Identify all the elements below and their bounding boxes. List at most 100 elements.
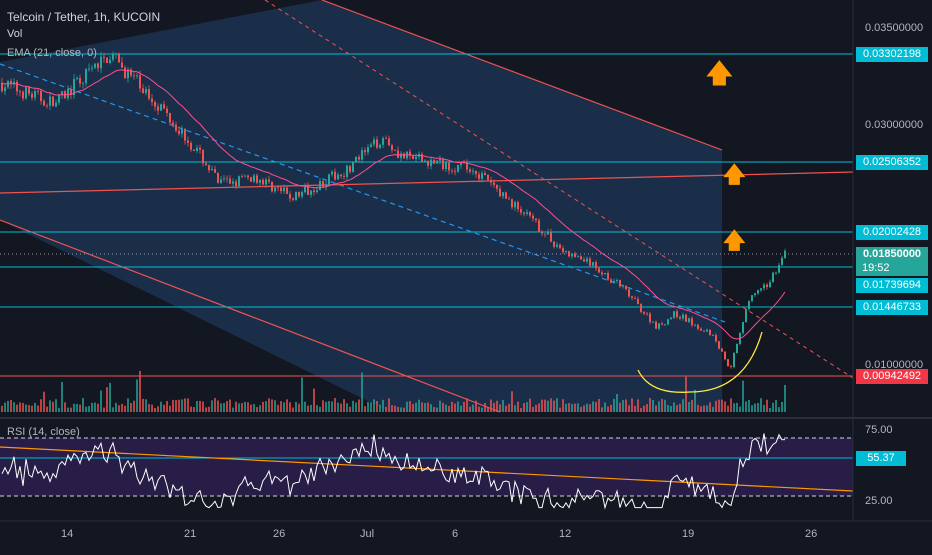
candle-body	[628, 289, 630, 297]
volume-bar	[370, 402, 372, 412]
candle-body	[286, 187, 288, 194]
volume-bar	[115, 402, 117, 412]
candle-body	[493, 182, 495, 185]
candle-body	[202, 149, 204, 164]
volume-bar	[436, 407, 438, 412]
volume-bar	[208, 406, 210, 412]
volume-bar	[739, 406, 741, 412]
candle-body	[385, 138, 387, 139]
volume-bar	[154, 407, 156, 412]
candle-body	[124, 67, 126, 79]
volume-bar	[610, 404, 612, 412]
candle-body	[568, 251, 570, 257]
volume-bar	[361, 372, 363, 412]
candle-body	[637, 298, 639, 305]
volume-bar	[547, 400, 549, 412]
volume-bar	[283, 402, 285, 412]
candle-body	[397, 150, 399, 158]
candle-body	[340, 174, 342, 177]
volume-bar	[592, 401, 594, 412]
volume-bar	[736, 402, 738, 412]
candle-body	[322, 181, 324, 187]
volume-bar	[559, 407, 561, 412]
volume-bar	[358, 399, 360, 412]
volume-bar	[352, 400, 354, 412]
volume-bar	[508, 403, 510, 412]
volume-bar	[82, 398, 84, 412]
volume-bar	[673, 402, 675, 412]
candle-body	[508, 198, 510, 200]
candle-body	[166, 108, 168, 113]
candle-body	[232, 181, 234, 184]
volume-bar	[316, 405, 318, 412]
volume-bar	[394, 405, 396, 412]
candle-body	[274, 187, 276, 192]
volume-bar	[727, 405, 729, 412]
volume-bar	[754, 403, 756, 412]
candle-body	[625, 285, 627, 290]
candle-body	[550, 231, 552, 242]
candle-body	[55, 102, 57, 107]
volume-legend[interactable]: Vol	[7, 28, 23, 40]
volume-bar	[415, 402, 417, 412]
candle-body	[424, 160, 426, 162]
volume-bar	[484, 402, 486, 412]
candle-body	[214, 168, 216, 173]
candle-body	[16, 81, 18, 92]
up-arrow-icon: 🡅	[723, 228, 746, 253]
candle-body	[748, 301, 750, 310]
volume-bar	[583, 405, 585, 412]
candle-body	[211, 168, 213, 171]
price-tag-level-5: 0.01446733	[856, 300, 928, 315]
candle-body	[229, 178, 231, 184]
volume-bar	[127, 398, 129, 412]
volume-bar	[244, 401, 246, 412]
candle-body	[196, 147, 198, 151]
volume-bar	[499, 404, 501, 412]
volume-bar	[679, 403, 681, 412]
candle-body	[781, 257, 783, 265]
volume-bar	[481, 407, 483, 412]
volume-bar	[28, 405, 30, 412]
candle-body	[658, 323, 660, 329]
candle-body	[646, 313, 648, 315]
chart-title[interactable]: Telcoin / Tether, 1h, KUCOIN	[7, 10, 161, 24]
volume-bar	[445, 404, 447, 412]
ema-legend[interactable]: EMA (21, close, 0)	[7, 47, 97, 59]
volume-bar	[313, 388, 315, 412]
volume-bar	[514, 405, 516, 412]
volume-bar	[202, 401, 204, 412]
volume-bar	[634, 405, 636, 412]
volume-bar	[205, 407, 207, 412]
volume-bar	[268, 398, 270, 412]
candle-body	[238, 176, 240, 186]
flat-resistance-line	[0, 171, 854, 194]
volume-bar	[337, 402, 339, 412]
volume-bar	[91, 402, 93, 412]
candle-body	[592, 262, 594, 266]
rsi-trendline	[0, 446, 854, 492]
candle-body	[310, 190, 312, 195]
volume-bar	[322, 400, 324, 412]
volume-bar	[166, 400, 168, 412]
volume-bar	[238, 403, 240, 412]
volume-bar	[670, 406, 672, 412]
candle-body	[172, 122, 174, 125]
volume-bar	[256, 407, 258, 412]
volume-bar	[529, 398, 531, 412]
volume-bar	[199, 400, 201, 412]
candle-body	[253, 175, 255, 182]
volume-bar	[706, 405, 708, 412]
candle-body	[514, 202, 516, 208]
rsi-legend[interactable]: RSI (14, close)	[7, 426, 80, 438]
candle-body	[520, 209, 522, 213]
volume-bar	[157, 406, 159, 412]
volume-bar	[397, 406, 399, 412]
candle-body	[22, 91, 24, 99]
candle-body	[379, 144, 381, 148]
candle-body	[715, 335, 717, 342]
candle-body	[193, 149, 195, 151]
candle-body	[91, 67, 93, 69]
